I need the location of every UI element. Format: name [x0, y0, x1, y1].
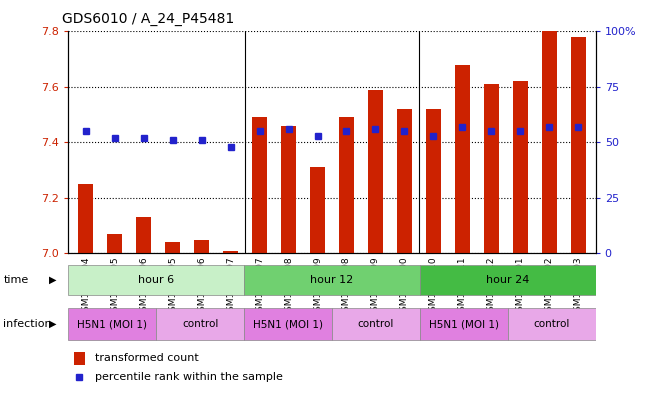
Bar [571, 37, 585, 253]
Text: hour 12: hour 12 [311, 275, 353, 285]
Text: GDS6010 / A_24_P45481: GDS6010 / A_24_P45481 [62, 12, 234, 26]
Bar [420, 265, 596, 295]
Bar [281, 126, 296, 253]
Bar [244, 265, 420, 295]
Bar [426, 109, 441, 253]
Bar [420, 308, 508, 340]
Bar [195, 240, 209, 253]
Text: hour 24: hour 24 [486, 275, 529, 285]
Bar [484, 84, 499, 253]
Text: control: control [358, 319, 394, 329]
Bar [107, 234, 122, 253]
Bar [223, 251, 238, 253]
Bar [455, 65, 469, 253]
Bar [74, 351, 85, 365]
Text: hour 6: hour 6 [138, 275, 174, 285]
Bar [156, 308, 244, 340]
Bar [68, 308, 156, 340]
Bar [339, 118, 353, 253]
Text: ▶: ▶ [49, 275, 57, 285]
Bar [68, 265, 244, 295]
Text: ▶: ▶ [49, 319, 57, 329]
Bar [311, 167, 325, 253]
Bar [253, 118, 267, 253]
Bar [368, 90, 383, 253]
Bar [165, 242, 180, 253]
Bar [397, 109, 411, 253]
Text: control: control [182, 319, 218, 329]
Text: H5N1 (MOI 1): H5N1 (MOI 1) [253, 319, 323, 329]
Text: H5N1 (MOI 1): H5N1 (MOI 1) [429, 319, 499, 329]
Bar [244, 308, 332, 340]
Bar [79, 184, 93, 253]
Text: H5N1 (MOI 1): H5N1 (MOI 1) [77, 319, 147, 329]
Text: percentile rank within the sample: percentile rank within the sample [95, 372, 283, 382]
Text: infection: infection [3, 319, 52, 329]
Bar [332, 308, 420, 340]
Text: time: time [3, 275, 29, 285]
Text: transformed count: transformed count [95, 353, 199, 363]
Bar [137, 217, 151, 253]
Bar [513, 81, 527, 253]
Text: control: control [534, 319, 570, 329]
Bar [542, 31, 557, 253]
Bar [508, 308, 596, 340]
